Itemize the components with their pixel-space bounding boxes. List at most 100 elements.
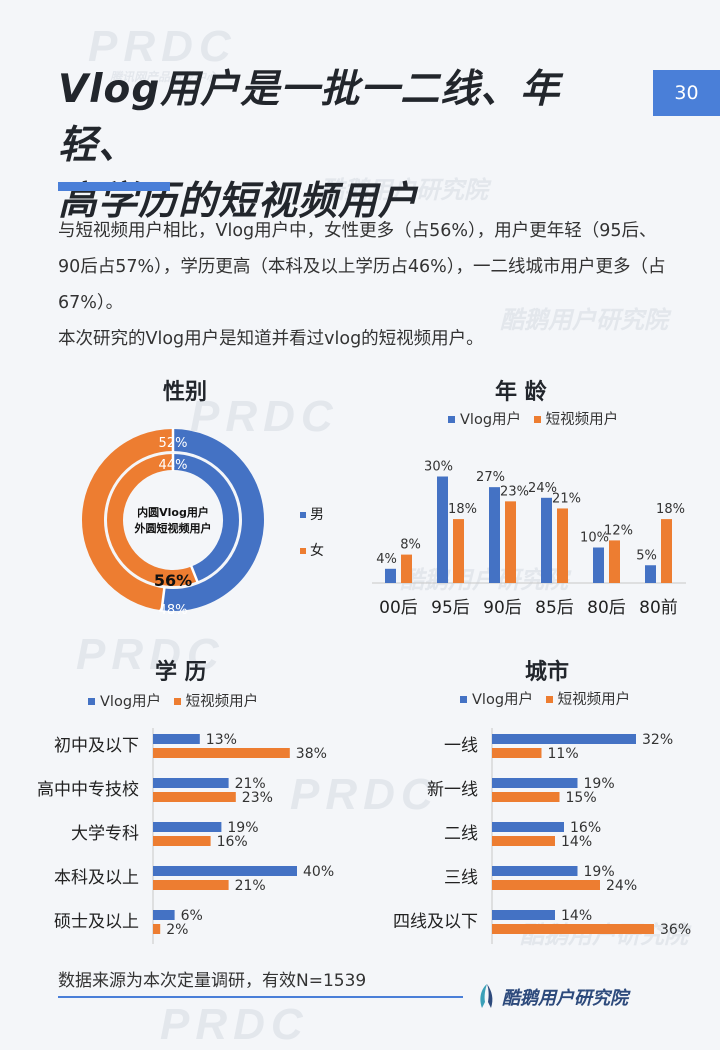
legend-swatch-vlog [460, 695, 467, 703]
bar-vlog [153, 734, 200, 744]
bar-short [492, 880, 600, 890]
y-tick-label: 大学专科 [71, 824, 139, 844]
bar-vlog [492, 822, 564, 832]
age-bar-vlog [385, 568, 396, 583]
bar-value-label: 6% [181, 908, 203, 924]
x-tick-label: 90后 [483, 598, 522, 618]
bar-value-label: 12% [604, 523, 633, 538]
legend-swatch-short [173, 697, 181, 705]
gender-chart-title: 性别 [163, 380, 208, 405]
inner-ring-slice-female [107, 454, 198, 586]
bar-value-label: 5% [636, 548, 657, 563]
inner-female-label: 56% [154, 571, 192, 590]
age-bar-short [661, 519, 672, 583]
y-tick-label: 初中及以下 [54, 736, 139, 756]
city-chart-title: 城市 [525, 660, 570, 685]
city-legend: Vlog用户 短视频用户 [452, 688, 630, 709]
page-title: Vlog用户是一批一二线、年轻、 高学历的短视频用户 [58, 62, 638, 230]
intro-text: 与短视频用户相比，Vlog用户中，女性更多（占56%），用户更年轻（95后、90… [58, 213, 668, 357]
bar-short [153, 924, 161, 934]
bar-value-label: 23% [500, 484, 529, 499]
outer-female-label: 48% [159, 603, 188, 618]
legend-label-short: 短视频用户 [557, 692, 631, 708]
age-bar-vlog [489, 487, 500, 583]
legend-swatch-short [533, 415, 541, 423]
intro-paragraph: 与短视频用户相比，Vlog用户中，女性更多（占56%），用户更年轻（95后、90… [58, 221, 666, 313]
age-bar-short [609, 540, 620, 583]
bar-value-label: 24% [528, 481, 557, 496]
y-tick-label: 硕士及以上 [54, 912, 139, 932]
bar-value-label: 24% [606, 878, 637, 894]
age-bar-short [557, 508, 568, 583]
bar-value-label: 21% [235, 776, 266, 792]
y-tick-label: 三线 [444, 868, 478, 888]
watermark-prdc: PRDC [160, 1000, 309, 1049]
x-tick-label: 85后 [535, 598, 574, 618]
outer-ring-slice-male [161, 429, 264, 611]
penguin-logo-icon [480, 984, 493, 1008]
x-tick-label: 95后 [431, 598, 470, 618]
legend-swatch-vlog [448, 415, 455, 423]
page-title-line1: Vlog用户是一批一二线、年轻、 [58, 67, 561, 168]
bar-value-label: 21% [235, 878, 266, 894]
age-bar-vlog [593, 547, 604, 583]
bar-short [492, 748, 542, 758]
bar-value-label: 11% [548, 746, 579, 762]
legend-label-vlog: Vlog用户 [460, 412, 522, 428]
bar-value-label: 27% [476, 470, 505, 485]
intro-paragraph: 本次研究的Vlog用户是知道并看过vlog的短视频用户。 [58, 329, 484, 349]
footer-divider [58, 996, 463, 998]
bar-value-label: 32% [642, 732, 673, 748]
legend-label-short: 短视频用户 [545, 412, 619, 428]
bar-vlog [492, 778, 578, 788]
bar-value-label: 18% [656, 502, 685, 517]
bar-short [153, 748, 290, 758]
bar-vlog [153, 866, 297, 876]
bar-short [492, 836, 555, 846]
slice-separator [160, 587, 166, 612]
bar-value-label: 15% [566, 790, 597, 806]
bar-value-label: 14% [561, 834, 592, 850]
bar-vlog [492, 734, 636, 744]
brand-name: 酷鹅用户研究院 [502, 988, 628, 1009]
bar-value-label: 19% [227, 820, 258, 836]
bar-short [153, 880, 229, 890]
bar-value-label: 14% [561, 908, 592, 924]
bar-value-label: 16% [570, 820, 601, 836]
bar-short [492, 792, 560, 802]
bar-vlog [492, 866, 578, 876]
bar-vlog [153, 778, 229, 788]
legend-swatch-short [545, 695, 553, 703]
donut-center-label: 内圆Vlog用户 [137, 505, 209, 519]
page-number-badge: 30 [653, 70, 720, 116]
bar-value-label: 23% [242, 790, 273, 806]
x-tick-label: 00后 [379, 598, 418, 618]
bar-value-label: 19% [584, 864, 615, 880]
y-tick-label: 新一线 [427, 780, 478, 800]
x-tick-label: 80前 [639, 598, 678, 618]
inner-ring-slice-male [172, 454, 239, 582]
bar-value-label: 2% [166, 922, 188, 938]
bar-short [153, 792, 236, 802]
age-bar-short [505, 501, 516, 583]
education-bar-chart: 初中及以下 13%38%高中中专技校 21%23%大学专科 19%16%本科及以上 40… [37, 728, 334, 944]
legend-swatch-vlog [88, 697, 95, 705]
outer-ring-slice-female [82, 429, 174, 611]
bar-value-label: 13% [206, 732, 237, 748]
slice-separator [189, 565, 199, 583]
x-tick-label: 80后 [587, 598, 626, 618]
bar-value-label: 8% [400, 538, 421, 553]
bar-value-label: 18% [448, 502, 477, 517]
bar-value-label: 36% [660, 922, 691, 938]
age-bar-vlog [645, 565, 656, 583]
bar-value-label: 10% [580, 531, 609, 546]
bar-vlog [153, 910, 175, 920]
legend-label-vlog: Vlog用户 [100, 694, 162, 710]
age-bar-short [401, 554, 412, 583]
bar-vlog [153, 822, 222, 832]
legend-label-male: 男 [310, 507, 324, 523]
bar-value-label: 21% [552, 491, 581, 506]
education-chart-title: 学 历 [155, 660, 207, 685]
donut-center-label: 外圆短视频用户 [134, 521, 212, 535]
outer-male-label: 52% [159, 436, 188, 451]
